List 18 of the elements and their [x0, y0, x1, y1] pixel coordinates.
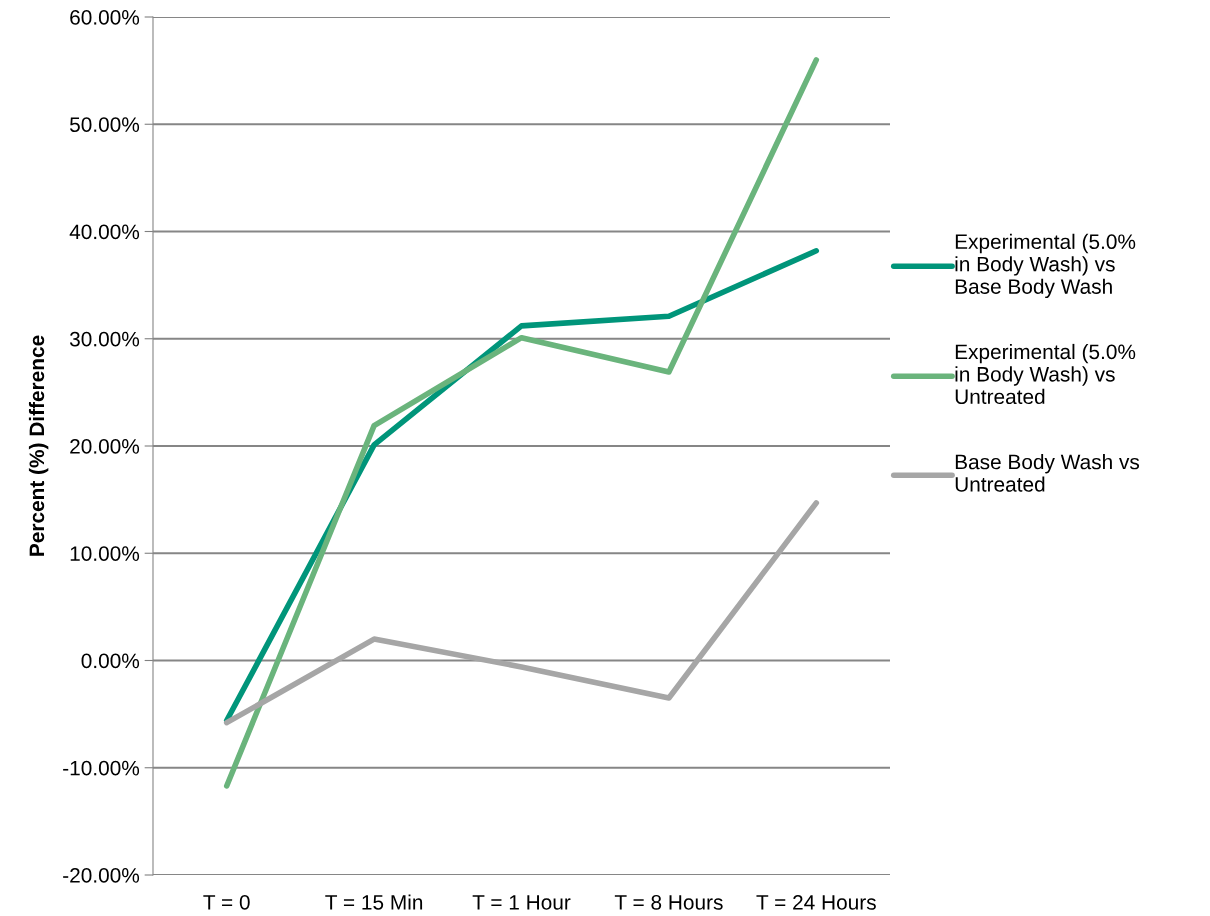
- y-axis-title: Percent (%) Difference: [28, 335, 49, 556]
- x-tick-label: T = 8 Hours: [614, 894, 723, 910]
- y-tick-label: 40.00%: [69, 224, 140, 240]
- y-tick-label: 50.00%: [69, 117, 140, 132]
- y-tick-label: 0.00%: [81, 653, 140, 669]
- legend-label: Base Body Wash vs Untreated: [955, 454, 1140, 492]
- x-tick-label: T = 24 Hours: [756, 894, 876, 910]
- legend-label: Experimental (5.0% in Body Wash) vs Untreated: [955, 343, 1136, 405]
- y-tick-label: 20.00%: [70, 439, 140, 454]
- legend-label: Experimental (5.0% in Body Wash) vs Base Body Wash: [955, 233, 1136, 299]
- x-tick-label: T = 15 Min: [325, 894, 423, 910]
- y-tick-label: 10.00%: [70, 546, 140, 561]
- y-tick-label: -10.00%: [63, 760, 140, 776]
- x-tick-label: T = 0: [203, 894, 250, 910]
- x-tick-label: T = 1 Hour: [472, 895, 571, 910]
- y-tick-label: 30.00%: [69, 331, 140, 347]
- y-tick-label: -20.00%: [63, 868, 140, 883]
- y-tick-label: 60.00%: [70, 10, 140, 25]
